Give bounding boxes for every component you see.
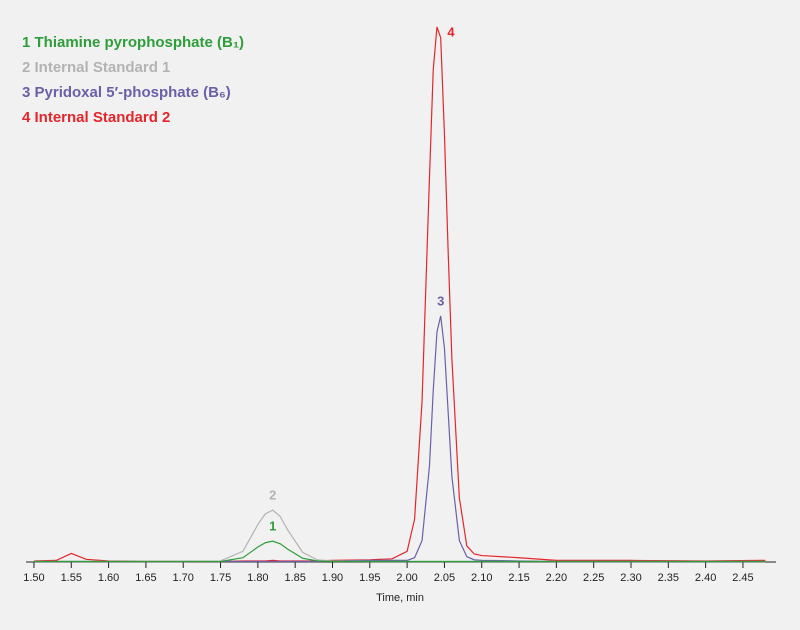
peak-label: 4 — [447, 24, 455, 39]
x-tick-label: 1.60 — [98, 572, 119, 584]
legend-entry: 3 Pyridoxal 5′-phosphate (B₆) — [22, 84, 231, 101]
legend-entry: 4 Internal Standard 2 — [22, 109, 170, 126]
x-tick-label: 1.80 — [247, 572, 268, 584]
x-tick-label: 1.50 — [23, 572, 44, 584]
x-tick-label: 1.65 — [135, 572, 156, 584]
x-tick-label: 2.10 — [471, 572, 492, 584]
legend-entry: 2 Internal Standard 1 — [22, 59, 170, 76]
x-axis-title: Time, min — [376, 592, 424, 604]
series-line — [33, 540, 766, 563]
x-tick-label: 2.45 — [732, 572, 753, 584]
x-tick-label: 1.85 — [284, 572, 305, 584]
x-tick-label: 2.00 — [396, 572, 417, 584]
x-tick-label: 1.70 — [173, 572, 194, 584]
x-tick-label: 1.75 — [210, 572, 231, 584]
x-tick-label: 2.40 — [695, 572, 716, 584]
peak-label: 3 — [437, 293, 444, 308]
peak-label: 1 — [269, 519, 276, 534]
x-tick-label: 2.20 — [546, 572, 567, 584]
legend-entry: 1 Thiamine pyrophosphate (B₁) — [22, 34, 244, 51]
x-tick-label: 2.35 — [658, 572, 679, 584]
x-tick-label: 1.90 — [322, 572, 343, 584]
x-tick-label: 2.25 — [583, 572, 604, 584]
x-tick-label: 2.15 — [508, 572, 529, 584]
peak-label: 2 — [269, 488, 276, 503]
x-tick-label: 1.55 — [61, 572, 82, 584]
x-tick-label: 1.95 — [359, 572, 380, 584]
x-tick-label: 2.05 — [434, 572, 455, 584]
x-tick-label: 2.30 — [620, 572, 641, 584]
